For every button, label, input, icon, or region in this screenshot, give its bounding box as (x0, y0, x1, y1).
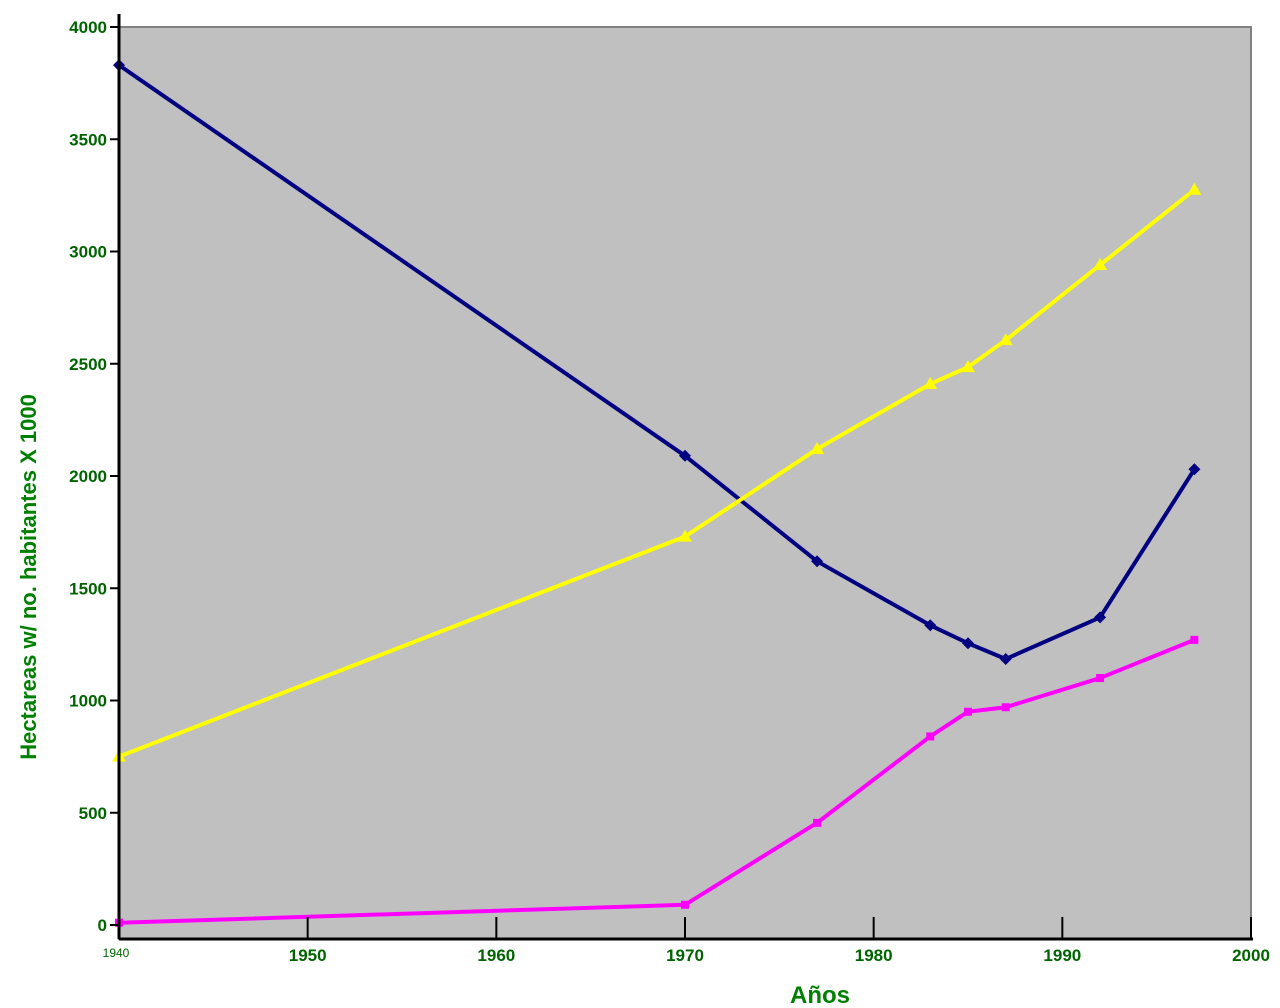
data-point-marker (1096, 674, 1105, 683)
data-point-marker (926, 732, 935, 741)
x-tick-label: 2000 (1232, 946, 1270, 965)
data-point-marker (813, 818, 822, 827)
y-tick-label: 2000 (69, 467, 107, 486)
data-point-marker (810, 442, 825, 455)
data-point-marker (681, 900, 689, 909)
data-point-marker (964, 707, 972, 716)
data-point-marker (998, 333, 1013, 346)
ticks-layer: 0 500 1000 1500 2000 2500 3000 3500 4000 1940 1950… (69, 18, 1270, 965)
series-line (118, 638, 1196, 925)
x-tick-label: 1940 (103, 946, 130, 960)
y-tick-label: 1500 (69, 579, 107, 598)
data-point-marker (1188, 463, 1201, 476)
data-point-marker (962, 637, 974, 650)
data-point-marker (924, 619, 937, 632)
data-point-marker (961, 360, 975, 373)
x-axis-title: Años (790, 982, 850, 1008)
y-tick-label: 1000 (69, 692, 107, 711)
series-line (117, 63, 1197, 661)
x-tick-label: 1990 (1043, 946, 1081, 965)
data-point-marker (679, 449, 691, 462)
x-tick-label: 1960 (477, 946, 515, 965)
data-point-marker (811, 555, 824, 568)
data-point-marker (1094, 611, 1107, 624)
series-layer (112, 59, 1202, 927)
y-tick-label: 4000 (69, 18, 107, 37)
y-tick-label: 500 (79, 804, 107, 823)
data-point-marker (1190, 635, 1199, 644)
data-point-marker (999, 652, 1012, 665)
plot-area-background (118, 26, 1252, 940)
x-tick-label: 1970 (666, 946, 704, 965)
y-tick-label: 3000 (69, 243, 107, 262)
data-point-marker (1093, 257, 1108, 270)
data-point-marker (923, 376, 938, 389)
data-point-marker (1187, 182, 1202, 195)
y-tick-label: 0 (98, 916, 107, 935)
y-axis-title: Hectareas w/ no. habitantes X 1000 (16, 394, 41, 760)
data-point-marker (678, 529, 692, 542)
data-point-marker (1001, 703, 1010, 712)
y-tick-label: 3500 (69, 130, 107, 149)
series-line (118, 188, 1196, 759)
y-tick-label: 2500 (69, 355, 107, 374)
x-tick-label: 1980 (855, 946, 893, 965)
x-tick-label: 1950 (289, 946, 327, 965)
